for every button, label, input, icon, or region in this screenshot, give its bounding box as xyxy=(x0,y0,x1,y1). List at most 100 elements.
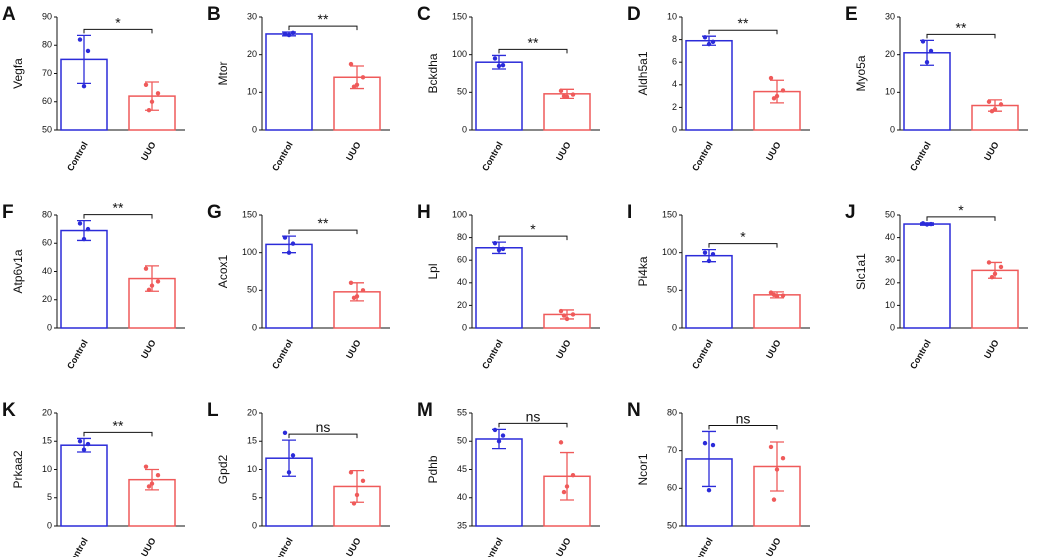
bar xyxy=(265,243,313,329)
y-tick-label: 30 xyxy=(885,11,895,21)
data-point xyxy=(143,266,149,271)
y-axis-label: Acox1 xyxy=(216,255,230,289)
y-axis-label: Mtor xyxy=(216,61,230,85)
y-tick-label: 0 xyxy=(672,124,677,134)
data-point xyxy=(149,481,155,486)
y-axis-label: Pdhb xyxy=(426,455,440,483)
panel: H Lpl 0 20 40 60 80 100 Control UUO * xyxy=(417,202,600,371)
data-point xyxy=(282,235,288,240)
y-tick-label: 60 xyxy=(457,255,467,265)
y-tick-label: 60 xyxy=(42,96,52,106)
y-tick-label: 150 xyxy=(662,209,677,219)
bar xyxy=(60,444,108,527)
error-bar xyxy=(77,34,91,85)
data-point xyxy=(81,84,87,89)
y-tick-label: 50 xyxy=(42,124,52,134)
panel-letter: F xyxy=(2,202,14,223)
y-axis-label: Prkaa2 xyxy=(11,450,25,488)
x-tick-label: Control xyxy=(270,338,295,371)
panel-letter: K xyxy=(2,400,16,421)
data-point xyxy=(920,39,926,44)
data-point xyxy=(558,440,564,445)
y-tick-label: 0 xyxy=(47,520,52,530)
data-point xyxy=(500,246,506,252)
data-point xyxy=(924,60,930,65)
y-tick-label: 4 xyxy=(672,79,677,89)
data-point xyxy=(774,93,780,99)
data-point xyxy=(146,108,152,113)
panel: L Gpd2 0 5 10 15 20 Control UUO ns xyxy=(207,400,390,557)
y-tick-label: 10 xyxy=(247,464,257,474)
bar xyxy=(60,229,108,329)
y-tick-label: 55 xyxy=(457,407,467,417)
significance-bracket xyxy=(288,25,358,31)
data-point xyxy=(149,283,155,288)
y-axis-label: Pi4ka xyxy=(636,256,650,286)
bar xyxy=(971,269,1019,329)
data-point xyxy=(500,63,506,68)
x-tick-label: Control xyxy=(908,140,933,173)
y-axis-label: Ncor1 xyxy=(636,453,650,485)
y-tick-label: 60 xyxy=(667,483,677,493)
bar xyxy=(903,223,951,329)
y-tick-label: 10 xyxy=(885,87,895,97)
data-point xyxy=(702,250,708,255)
data-point xyxy=(77,37,83,42)
data-point xyxy=(146,484,152,489)
data-point xyxy=(924,222,930,227)
y-tick-label: 0 xyxy=(890,124,895,134)
x-tick-label: Control xyxy=(480,140,505,173)
bar xyxy=(265,33,313,131)
error-bar xyxy=(145,468,159,491)
bar xyxy=(685,254,733,329)
data-point xyxy=(706,488,712,493)
data-point xyxy=(360,478,366,483)
y-tick-label: 50 xyxy=(457,87,467,97)
data-point xyxy=(85,48,91,54)
data-point xyxy=(496,247,502,253)
data-point xyxy=(286,470,292,475)
significance-label: ** xyxy=(113,200,124,216)
significance-label: * xyxy=(958,202,964,218)
data-point xyxy=(570,92,576,97)
y-tick-label: 45 xyxy=(457,464,467,474)
y-tick-label: 80 xyxy=(42,40,52,50)
panel: G Acox1 0 50 100 150 Control UUO ** xyxy=(207,202,390,371)
y-axis-label: Atp6v1a xyxy=(11,249,25,293)
panel-letter: A xyxy=(2,4,16,25)
data-point xyxy=(702,440,708,446)
data-point xyxy=(706,41,712,47)
panel-letter: D xyxy=(627,4,641,25)
y-tick-label: 50 xyxy=(667,520,677,530)
data-point xyxy=(500,433,506,438)
data-point xyxy=(155,279,161,284)
x-tick-label: UUO xyxy=(554,536,573,557)
x-tick-label: UUO xyxy=(764,140,783,162)
y-tick-label: 50 xyxy=(667,285,677,295)
panel-letter: H xyxy=(417,202,431,223)
x-tick-label: UUO xyxy=(982,140,1001,162)
x-tick-label: Control xyxy=(690,140,715,173)
x-tick-label: Control xyxy=(270,140,295,173)
significance-bracket xyxy=(926,216,996,221)
significance-label: ** xyxy=(956,19,967,35)
data-point xyxy=(561,93,567,99)
x-tick-label: Control xyxy=(270,536,295,557)
bar xyxy=(475,61,523,131)
data-point xyxy=(986,260,992,265)
y-tick-label: 20 xyxy=(42,294,52,304)
data-point xyxy=(354,492,360,498)
data-point xyxy=(81,447,87,452)
data-point xyxy=(282,31,288,37)
data-point xyxy=(561,313,567,318)
y-tick-label: 70 xyxy=(667,445,677,455)
x-tick-label: UUO xyxy=(764,536,783,557)
y-tick-label: 30 xyxy=(247,11,257,21)
y-axis-label: Myo5a xyxy=(854,55,868,91)
y-tick-label: 20 xyxy=(247,49,257,59)
y-tick-label: 0 xyxy=(252,322,257,332)
error-bar xyxy=(560,451,574,501)
data-point xyxy=(290,241,296,246)
y-tick-label: 20 xyxy=(457,300,467,310)
data-point xyxy=(992,271,998,276)
